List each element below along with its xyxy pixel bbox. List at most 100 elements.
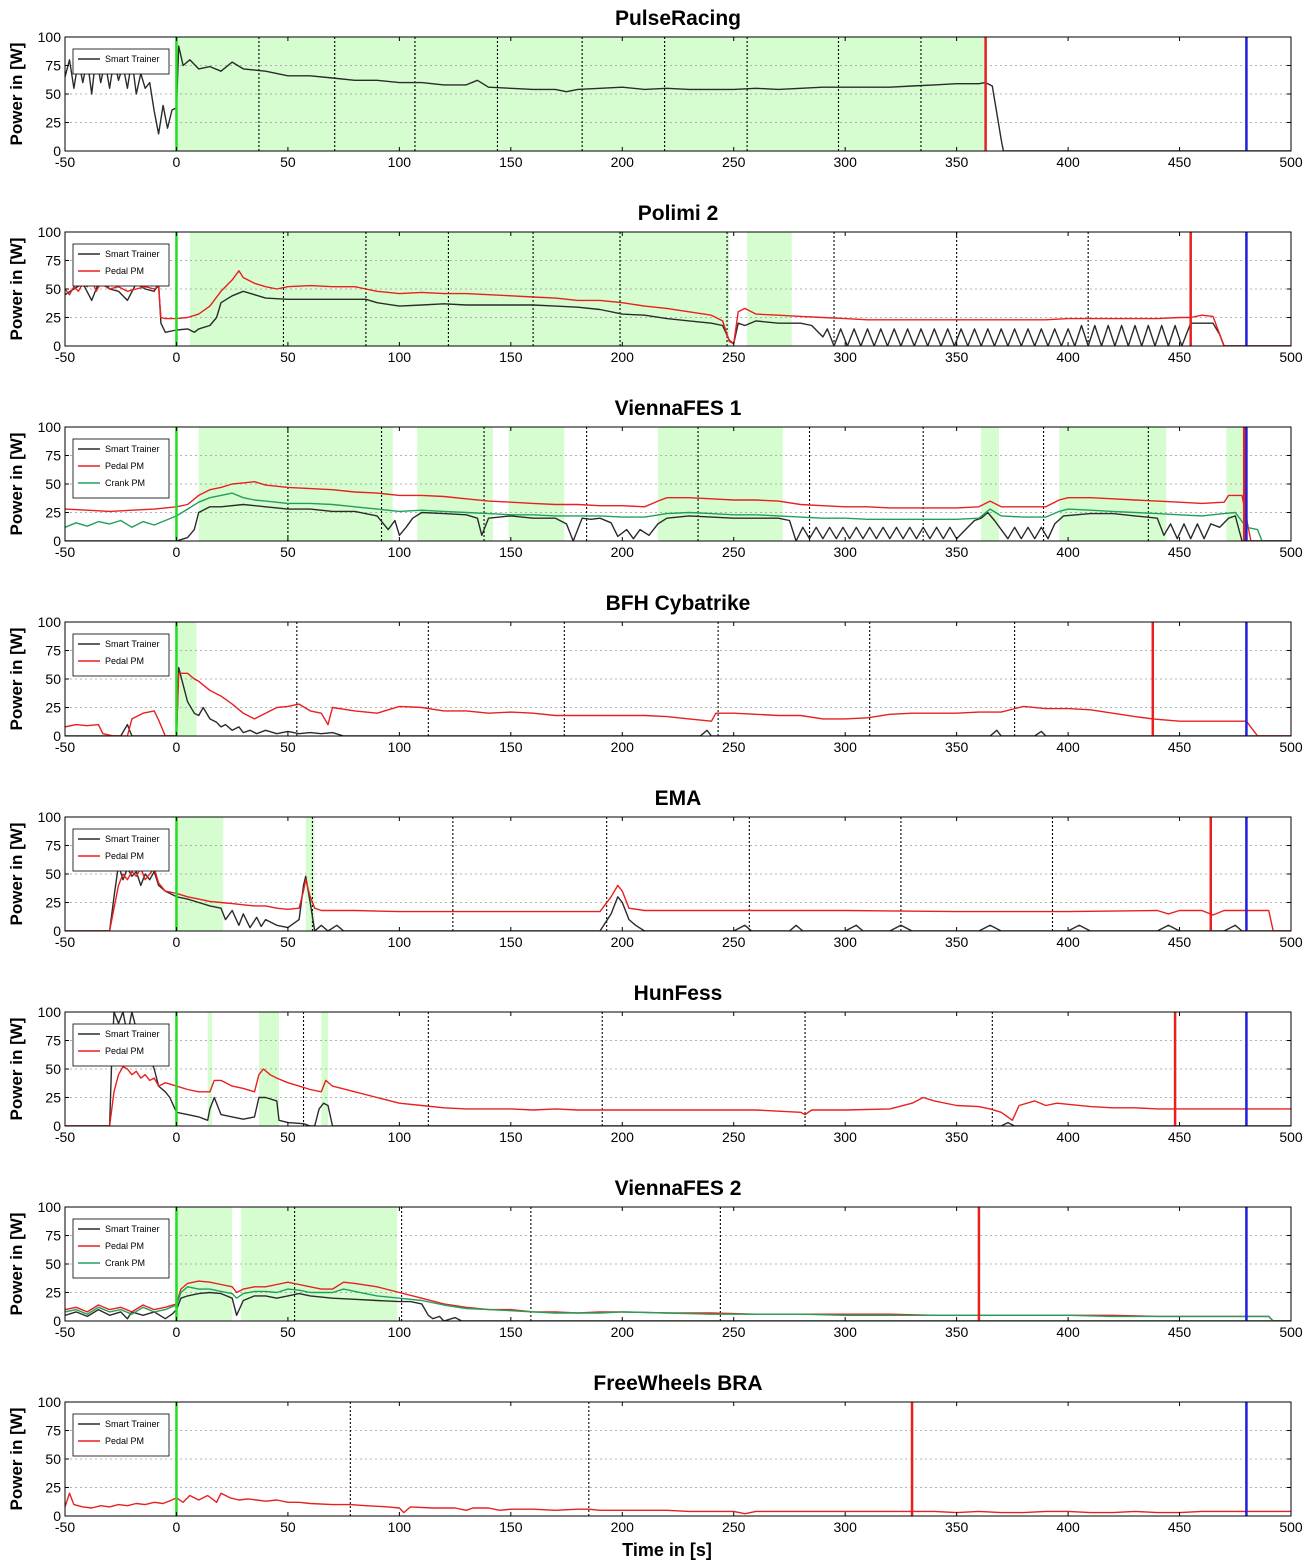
y-tick-label: 0 — [53, 533, 61, 549]
legend-box — [72, 243, 170, 287]
legend: Smart Trainer Pedal PM — [72, 1413, 170, 1457]
x-tick-label: 300 — [834, 154, 858, 170]
legend-label: Pedal PM — [105, 266, 144, 276]
y-tick-label: 0 — [53, 923, 61, 939]
plot-area — [65, 622, 1291, 736]
x-tick-label: 450 — [1168, 349, 1192, 365]
y-tick-label: 0 — [53, 1508, 61, 1524]
x-tick-label: 450 — [1168, 934, 1192, 950]
x-tick-label: 150 — [499, 1129, 523, 1145]
active-region — [176, 1207, 233, 1321]
x-tick-label: 200 — [611, 739, 635, 755]
series-line-smart-trainer — [65, 276, 1291, 346]
plot-area — [65, 232, 1291, 346]
x-tick-label: 0 — [173, 739, 181, 755]
plot-area — [65, 1012, 1291, 1126]
y-tick-label: 0 — [53, 1313, 61, 1329]
panel-title: BFH Cybatrike — [606, 592, 751, 615]
legend-label: Pedal PM — [105, 1046, 144, 1056]
x-tick-label: 400 — [1056, 1519, 1080, 1535]
x-tick-label: 50 — [280, 544, 296, 560]
x-tick-label: 450 — [1168, 1519, 1192, 1535]
legend-box — [72, 48, 170, 75]
panel-title: FreeWheels BRA — [593, 1372, 762, 1395]
x-tick-label: -50 — [55, 1519, 75, 1535]
y-tick-label: 50 — [45, 476, 61, 492]
x-tick-label: 200 — [611, 349, 635, 365]
y-tick-label: 75 — [45, 253, 61, 269]
x-tick-label: 100 — [388, 544, 412, 560]
legend-label: Pedal PM — [105, 851, 144, 861]
x-tick-label: -50 — [55, 1129, 75, 1145]
legend: Smart Trainer Pedal PM Crank PM — [72, 438, 170, 499]
y-tick-label: 25 — [45, 505, 61, 521]
legend-label: Pedal PM — [105, 656, 144, 666]
x-tick-label: 200 — [611, 1129, 635, 1145]
legend: Smart Trainer Pedal PM — [72, 633, 170, 677]
x-tick-label: 400 — [1056, 349, 1080, 365]
x-tick-label: -50 — [55, 349, 75, 365]
legend: Smart Trainer Pedal PM — [72, 1023, 170, 1067]
x-tick-label: 0 — [173, 1129, 181, 1145]
legend-label: Smart Trainer — [105, 444, 160, 454]
x-tick-label: 350 — [945, 544, 969, 560]
series-line-pedal-pm — [65, 1492, 1291, 1515]
active-region — [747, 232, 792, 346]
legend-label: Smart Trainer — [105, 249, 160, 259]
x-tick-label: 50 — [280, 349, 296, 365]
x-tick-label: 500 — [1279, 1129, 1303, 1145]
x-tick-label: 300 — [834, 1519, 858, 1535]
x-tick-label: 150 — [499, 544, 523, 560]
series-line-pedal-pm — [65, 1066, 1291, 1126]
series-line-pedal-pm — [65, 270, 1291, 346]
x-tick-label: 50 — [280, 1129, 296, 1145]
x-tick-label: 250 — [722, 934, 746, 950]
y-axis-label: Power in [W] — [7, 238, 26, 341]
series-line-pedal-pm — [65, 672, 1291, 736]
y-tick-label: 25 — [45, 115, 61, 131]
y-tick-label: 50 — [45, 671, 61, 687]
x-tick-label: -50 — [55, 934, 75, 950]
x-tick-label: 0 — [173, 1324, 181, 1340]
x-tick-label: 150 — [499, 349, 523, 365]
legend: Smart Trainer Pedal PM — [72, 243, 170, 287]
axes-frame — [64, 621, 1292, 737]
x-tick-label: 100 — [388, 1324, 412, 1340]
x-tick-label: 400 — [1056, 934, 1080, 950]
y-axis-label: Power in [W] — [7, 433, 26, 536]
x-tick-label: 0 — [173, 544, 181, 560]
y-tick-label: 50 — [45, 281, 61, 297]
x-tick-label: 250 — [722, 544, 746, 560]
x-tick-label: 350 — [945, 154, 969, 170]
y-tick-label: 100 — [38, 419, 62, 435]
x-tick-label: 400 — [1056, 1324, 1080, 1340]
y-tick-label: 0 — [53, 338, 61, 354]
panel-title: HunFess — [634, 982, 723, 1005]
x-tick-label: 500 — [1279, 154, 1303, 170]
x-tick-label: -50 — [55, 544, 75, 560]
series-line-pedal-pm — [65, 481, 1291, 541]
y-axis-label: Power in [W] — [7, 1213, 26, 1316]
legend-label: Smart Trainer — [105, 639, 160, 649]
legend-label: Crank PM — [105, 478, 145, 488]
x-tick-label: 50 — [280, 154, 296, 170]
y-tick-label: 50 — [45, 1451, 61, 1467]
x-tick-label: 500 — [1279, 544, 1303, 560]
x-tick-label: 0 — [173, 154, 181, 170]
y-tick-label: 0 — [53, 728, 61, 744]
series-line-smart-trainer — [65, 864, 1291, 931]
x-tick-label: 450 — [1168, 739, 1192, 755]
x-tick-label: 150 — [499, 154, 523, 170]
x-tick-label: 100 — [388, 739, 412, 755]
y-tick-label: 75 — [45, 1423, 61, 1439]
y-tick-label: 100 — [38, 1199, 62, 1215]
x-tick-label: 500 — [1279, 1324, 1303, 1340]
legend: Smart Trainer Pedal PM Crank PM — [72, 1218, 170, 1279]
x-tick-label: 250 — [722, 154, 746, 170]
y-tick-label: 25 — [45, 895, 61, 911]
y-tick-label: 100 — [38, 1004, 62, 1020]
